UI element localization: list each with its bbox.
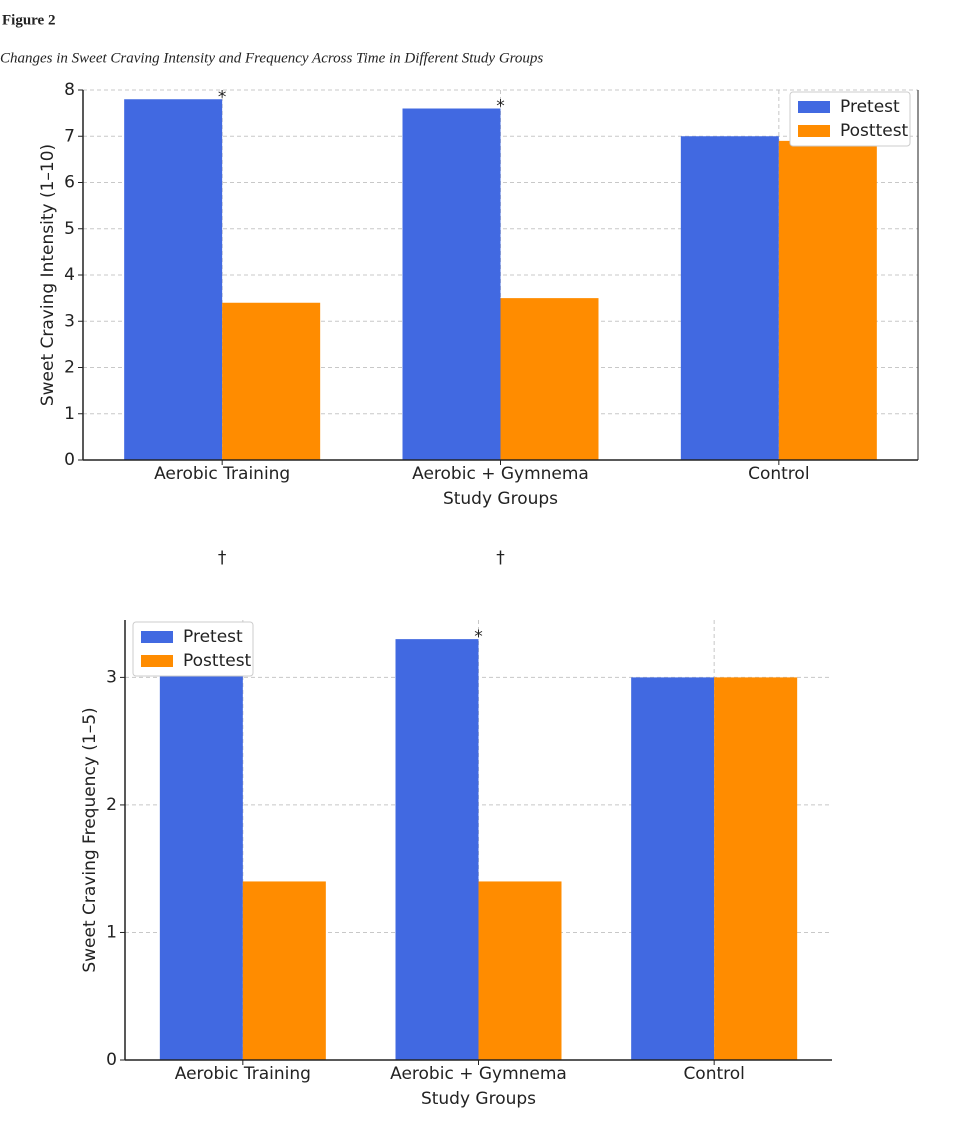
bar [631,677,715,1060]
y-tick-label: 1 [64,404,75,424]
dagger-marker: † [496,548,505,568]
x-tick-label: Aerobic Training [175,1064,311,1084]
y-tick-label: 6 [64,173,75,193]
legend-swatch [798,101,830,113]
y-axis-label: Sweet Craving Intensity (1–10) [38,144,58,406]
significance-marker: * [496,97,505,117]
x-tick-label: Control [683,1064,744,1084]
y-tick-label: 3 [64,311,75,331]
x-axis-label: Study Groups [421,1089,536,1109]
legend-label: Posttest [183,651,252,671]
legend-swatch [141,655,173,667]
bar [242,881,326,1060]
significance-marker: * [218,87,227,107]
x-tick-label: Aerobic + Gymnema [390,1064,567,1084]
legend-swatch [141,631,173,643]
y-tick-label: 3 [106,667,117,687]
figure-caption: Changes in Sweet Craving Intensity and F… [0,50,543,66]
legend-label: Pretest [183,627,243,647]
y-axis-label: Sweet Craving Frequency (1–5) [80,707,100,972]
bar [680,136,779,460]
y-tick-label: 2 [106,795,117,815]
significance-marker: * [474,627,483,647]
y-tick-label: 7 [64,126,75,146]
y-tick-label: 1 [106,922,117,942]
y-tick-label: 4 [64,265,75,285]
bar [478,881,562,1060]
bar [500,298,599,460]
bar [778,140,877,460]
y-tick-label: 0 [64,450,75,470]
y-tick-label: 5 [64,219,75,239]
y-tick-label: 2 [64,358,75,378]
bar [159,651,243,1060]
legend-label: Pretest [840,97,900,117]
x-axis-label: Study Groups [443,489,558,509]
bar [714,677,798,1060]
x-tick-label: Aerobic + Gymnema [412,464,589,484]
legend-swatch [798,125,830,137]
y-tick-label: 8 [64,80,75,100]
bar [124,99,223,460]
x-tick-label: Control [748,464,809,484]
legend-label: Posttest [840,121,909,141]
bar [402,108,501,460]
y-tick-label: 0 [106,1050,117,1070]
bar [395,639,479,1060]
x-tick-label: Aerobic Training [154,464,290,484]
dagger-marker: † [218,548,227,568]
figure-label: Figure 2 [2,12,55,28]
bar [222,302,321,460]
